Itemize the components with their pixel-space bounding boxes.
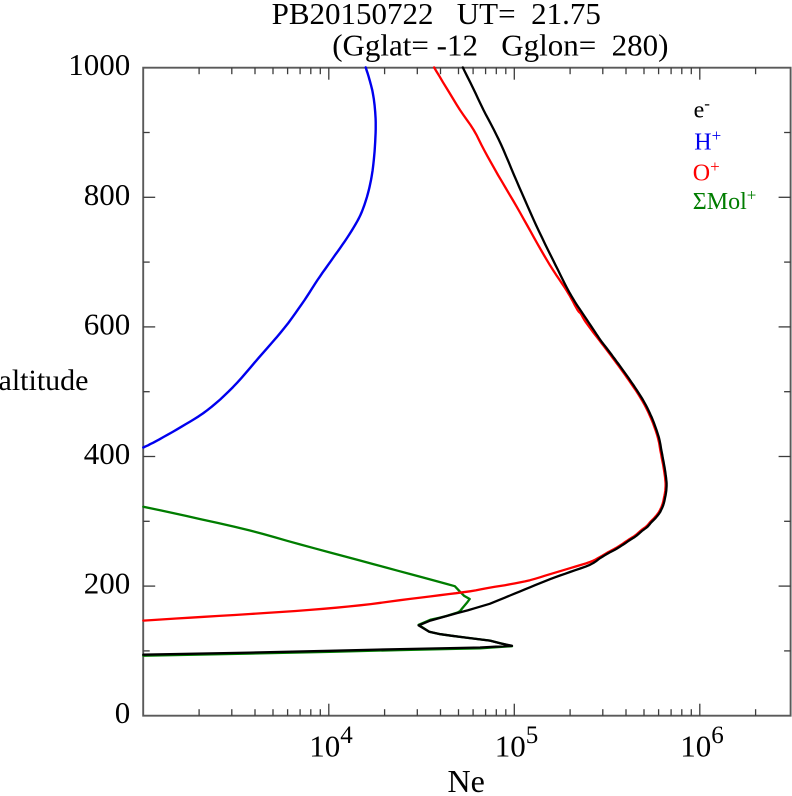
svg-text:PB20150722 UT= 21.75: PB20150722 UT= 21.75	[272, 0, 601, 31]
svg-text:800: 800	[84, 177, 131, 212]
svg-text:altitude: altitude	[0, 364, 88, 397]
svg-text:0: 0	[115, 695, 131, 730]
svg-text:(Gglat= -12 Gglon= 280): (Gglat= -12 Gglon= 280)	[332, 28, 668, 63]
svg-text:200: 200	[84, 566, 131, 601]
svg-text:400: 400	[84, 436, 131, 471]
svg-text:600: 600	[84, 306, 131, 341]
svg-text:1000: 1000	[68, 47, 130, 82]
svg-text:Ne: Ne	[448, 763, 485, 796]
svg-text:ΣMol+: ΣMol+	[693, 185, 757, 215]
